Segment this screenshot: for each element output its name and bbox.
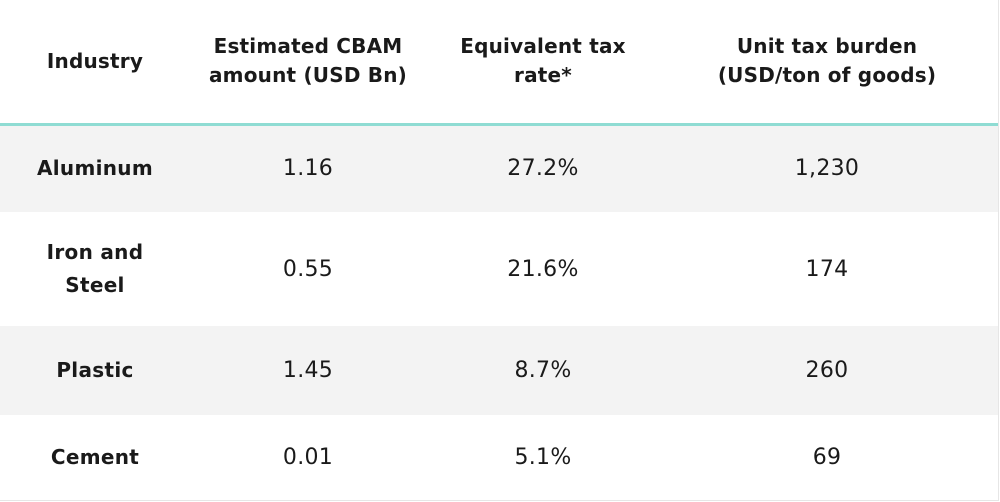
table-row-cement: Cement 0.01 5.1% 69 bbox=[0, 415, 998, 500]
table-row-iron-steel: Iron and Steel 0.55 21.6% 174 bbox=[0, 212, 998, 326]
industry-label: Aluminum bbox=[37, 156, 153, 181]
unit-burden-cell: 174 bbox=[805, 256, 849, 282]
header-unit-burden: Unit tax burden (USD/ton of goods) bbox=[656, 0, 998, 126]
table-row-plastic: Plastic 1.45 8.7% 260 bbox=[0, 326, 998, 415]
header-cbam-amount-line-1: Estimated CBAM bbox=[213, 34, 403, 59]
header-tax-rate-line-1: Equivalent tax bbox=[460, 34, 626, 59]
industry-label-line-1: Iron and bbox=[46, 240, 144, 264]
tax-rate-cell: 27.2% bbox=[507, 156, 579, 182]
unit-burden-cell: 260 bbox=[805, 358, 849, 383]
header-tax-rate-line-2: rate* bbox=[514, 63, 572, 88]
industry-label-line-2: Steel bbox=[65, 273, 125, 297]
header-industry-line-1: Industry bbox=[46, 48, 144, 73]
industry-label: Cement bbox=[50, 445, 140, 469]
tax-rate-cell: 5.1% bbox=[514, 445, 572, 470]
industry-cell: Plastic bbox=[0, 326, 186, 415]
tax-rate-cell: 21.6% bbox=[507, 256, 579, 282]
unit-burden-cell: 69 bbox=[812, 445, 842, 470]
cbam-amount-cell: 1.16 bbox=[282, 156, 334, 182]
cbam-amount-cell: 0.01 bbox=[282, 445, 334, 470]
header-cbam-amount-line-2: amount (USD Bn) bbox=[208, 63, 408, 88]
cbam-amount-cell: 0.55 bbox=[282, 256, 334, 282]
unit-burden-cell: 1,230 bbox=[794, 156, 860, 182]
header-row: Industry Estimated CBAM amount (USD Bn) … bbox=[0, 0, 998, 126]
header-unit-burden-line-2: (USD/ton of goods) bbox=[717, 63, 937, 88]
header-unit-burden-line-1: Unit tax burden bbox=[736, 34, 918, 59]
industry-label: Plastic bbox=[56, 358, 134, 382]
header-cbam-amount: Estimated CBAM amount (USD Bn) bbox=[186, 0, 430, 126]
industry-cell: Cement bbox=[0, 415, 186, 500]
header-industry: Industry bbox=[0, 0, 186, 126]
cbam-amount-cell: 1.45 bbox=[282, 358, 334, 383]
industry-cell: Iron and Steel bbox=[0, 212, 186, 326]
tax-rate-cell: 8.7% bbox=[514, 358, 572, 383]
industry-cell: Aluminum bbox=[0, 124, 186, 212]
table-row-aluminum: Aluminum 1.16 27.2% 1,230 bbox=[0, 124, 998, 212]
header-tax-rate: Equivalent tax rate* bbox=[430, 0, 656, 126]
